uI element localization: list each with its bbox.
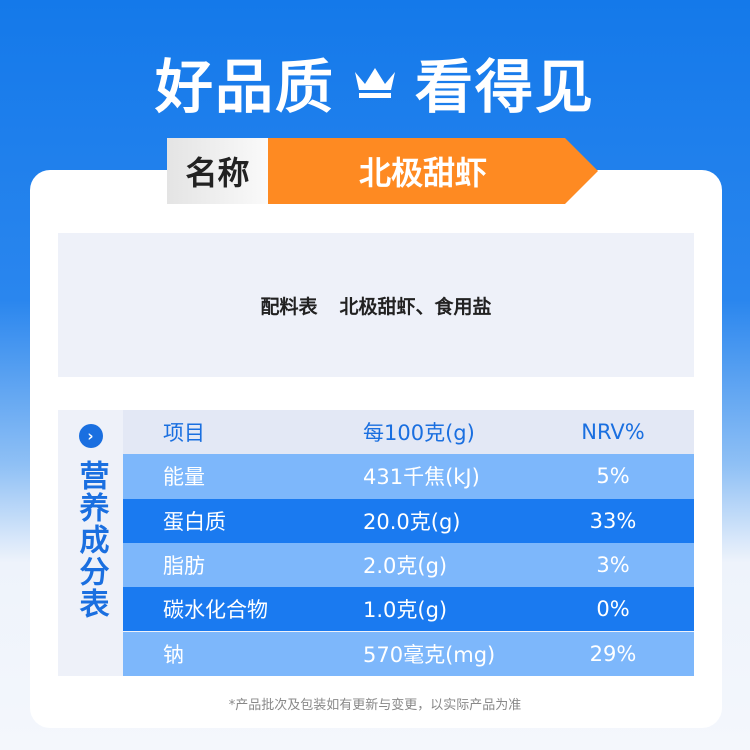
cell-item: 蛋白质	[163, 509, 226, 534]
headline: 好品质 看得见	[0, 40, 750, 124]
header-nrv: NRV%	[581, 420, 645, 445]
cell-nrv: 3%	[596, 553, 630, 578]
chevron-right-circle-icon: ›	[78, 424, 103, 448]
product-name: 北极甜虾	[268, 138, 598, 204]
cell-nrv: 29%	[589, 641, 637, 666]
table-header: 项目 每100克(g) NRV%	[123, 410, 694, 455]
cell-amount: 1.0克(g)	[363, 598, 448, 623]
header-item: 项目	[163, 421, 205, 446]
cell-amount: 2.0克(g)	[363, 554, 448, 579]
header-per100: 每100克(g)	[363, 421, 475, 446]
cell-amount: 20.0克(g)	[363, 509, 461, 534]
name-label: 名称	[167, 138, 268, 204]
nutrition-side-label: 营养成分表	[73, 460, 109, 620]
cell-item: 能量	[163, 465, 205, 490]
ingredients-box: 配料表 北极甜虾、食用盐	[58, 233, 694, 377]
cell-nrv: 5%	[596, 464, 630, 489]
ingredients-label: 配料表	[260, 295, 318, 318]
cell-amount: 570毫克(mg)	[363, 642, 496, 667]
table-row: 脂肪 2.0克(g) 3%	[123, 542, 694, 588]
table-row: 蛋白质 20.0克(g) 33%	[123, 498, 694, 543]
table-row: 能量 431千焦(kJ) 5%	[123, 454, 694, 499]
cell-item: 钠	[163, 642, 184, 667]
cell-nrv: 33%	[589, 508, 637, 533]
cell-item: 碳水化合物	[163, 598, 268, 623]
nutrition-side: › 营养成分表	[58, 410, 123, 676]
cell-nrv: 0%	[596, 597, 630, 622]
table-row: 碳水化合物 1.0克(g) 0%	[123, 587, 694, 632]
headline-right: 看得见	[415, 53, 596, 121]
cell-item: 脂肪	[163, 554, 205, 579]
ingredients-value: 北极甜虾、食用盐	[339, 295, 492, 318]
cell-amount: 431千焦(kJ)	[363, 465, 480, 490]
crown-icon	[355, 68, 395, 98]
nutrition-table: › 营养成分表 项目 每100克(g) NRV% 能量 431千焦(kJ) 5%…	[58, 410, 694, 676]
footnote: *产品批次及包装如有更新与变更，以实际产品为准	[228, 698, 522, 713]
table-row: 钠 570毫克(mg) 29%	[123, 631, 694, 676]
headline-left: 好品质	[154, 53, 335, 121]
